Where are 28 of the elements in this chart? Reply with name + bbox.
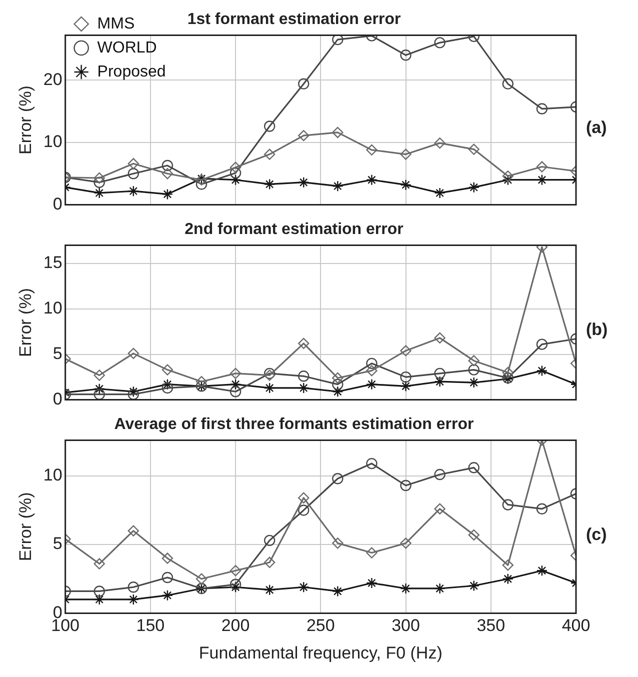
y-axis-title: Error (%) <box>16 492 35 562</box>
y-axis-title: Error (%) <box>16 86 35 154</box>
y-tick-label: 20 <box>43 70 62 89</box>
text: (a) <box>586 118 607 138</box>
y-tick-label: 0 <box>52 389 62 408</box>
y-tick-label: 5 <box>52 344 62 364</box>
x-axis-title: Fundamental frequency, F0 (Hz) <box>198 643 442 662</box>
x-tick-label: 150 <box>136 616 165 636</box>
chart-title: Average of first three formants estimation error <box>114 416 474 434</box>
y-tick-label: 10 <box>43 132 62 152</box>
x-tick-label: 250 <box>306 616 335 636</box>
y-tick-label: 10 <box>43 466 62 485</box>
y-tick-label: 0 <box>52 194 62 214</box>
x-tick-label: 350 <box>476 616 506 636</box>
legend-label: WORLD <box>97 39 157 56</box>
y-tick-label: 5 <box>52 534 62 554</box>
y-axis-title: Error (%) <box>16 288 35 357</box>
legend-label: Proposed <box>97 63 166 80</box>
chart-title: 2nd formant estimation error <box>184 221 404 238</box>
x-tick-label: 400 <box>562 616 590 636</box>
chart-title: 1st formant estimation error <box>187 11 401 28</box>
x-tick-label: 300 <box>392 616 420 636</box>
y-tick-label: 15 <box>43 253 62 272</box>
x-tick-label: 200 <box>221 616 250 636</box>
text: (b) <box>586 320 608 339</box>
y-tick-label: 10 <box>43 298 62 318</box>
legend-label: MMS <box>97 15 135 32</box>
text: (c) <box>586 525 607 544</box>
